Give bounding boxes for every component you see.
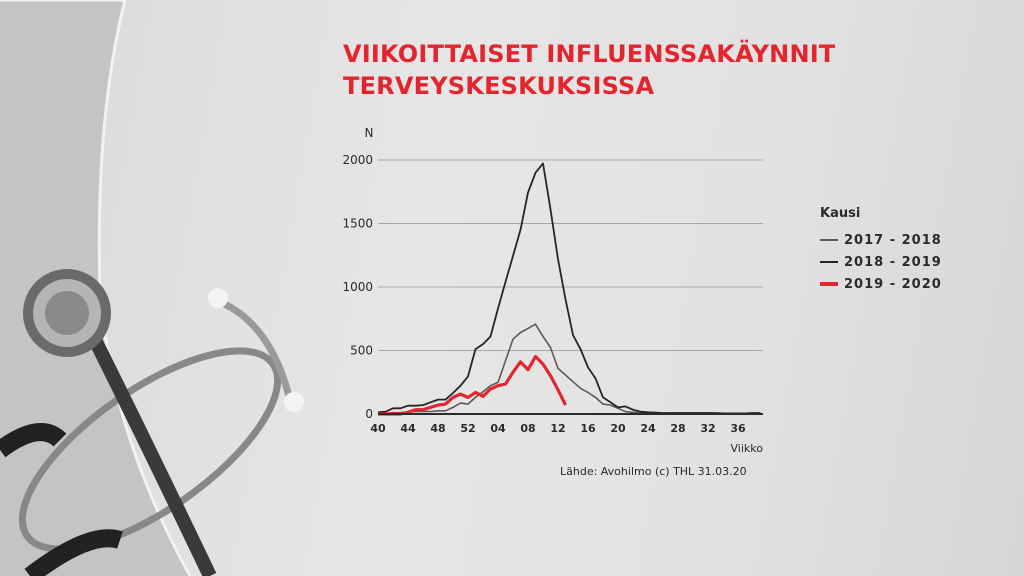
legend-item-2019-2020: 2019 - 2020 (820, 273, 942, 295)
legend-item-2018-2019: 2018 - 2019 (820, 251, 942, 273)
x-tick-label: 32 (700, 422, 715, 435)
source-note: Lähde: Avohilmo (c) THL 31.03.20 (560, 465, 747, 478)
x-tick-label: 20 (610, 422, 626, 435)
legend-label: 2019 - 2020 (844, 276, 942, 292)
y-tick-label: 0 (365, 407, 373, 421)
x-axis-label: Viikko (731, 442, 764, 455)
legend-label: 2017 - 2018 (844, 232, 942, 248)
legend-swatch (820, 238, 838, 242)
legend-item-2017-2018: 2017 - 2018 (820, 229, 942, 251)
x-tick-label: 48 (430, 422, 445, 435)
legend-label: 2018 - 2019 (844, 254, 942, 270)
x-tick-label: 16 (580, 422, 596, 435)
y-tick-label: 1000 (342, 280, 373, 294)
x-tick-label: 44 (400, 422, 416, 435)
series-line-2018-2019 (377, 162, 761, 415)
x-tick-label: 40 (370, 422, 386, 435)
y-tick-label: 500 (350, 344, 373, 358)
x-tick-label: 36 (730, 422, 746, 435)
title-line-2: TERVEYSKESKUKSISSA (343, 72, 655, 100)
x-tick-label: 24 (640, 422, 656, 435)
y-axis-label: N (365, 126, 374, 140)
x-tick-label: 04 (490, 422, 506, 435)
legend-swatch (820, 260, 838, 264)
legend-swatch (820, 281, 838, 287)
title-line-1: VIIKOITTAISET INFLUENSSAKÄYNNIT (343, 40, 836, 68)
series-line-2019-2020 (378, 354, 567, 416)
y-tick-label: 2000 (342, 153, 373, 167)
legend: Kausi 2017 - 2018 2018 - 2019 2019 - 202… (820, 206, 942, 295)
x-tick-label: 08 (520, 422, 535, 435)
chart-title: VIIKOITTAISET INFLUENSSAKÄYNNIT TERVEYSK… (343, 38, 835, 102)
legend-title: Kausi (820, 206, 861, 221)
x-tick-label: 52 (460, 422, 475, 435)
x-tick-label: 28 (670, 422, 685, 435)
y-tick-label: 1500 (342, 217, 373, 231)
x-tick-label: 12 (550, 422, 565, 435)
